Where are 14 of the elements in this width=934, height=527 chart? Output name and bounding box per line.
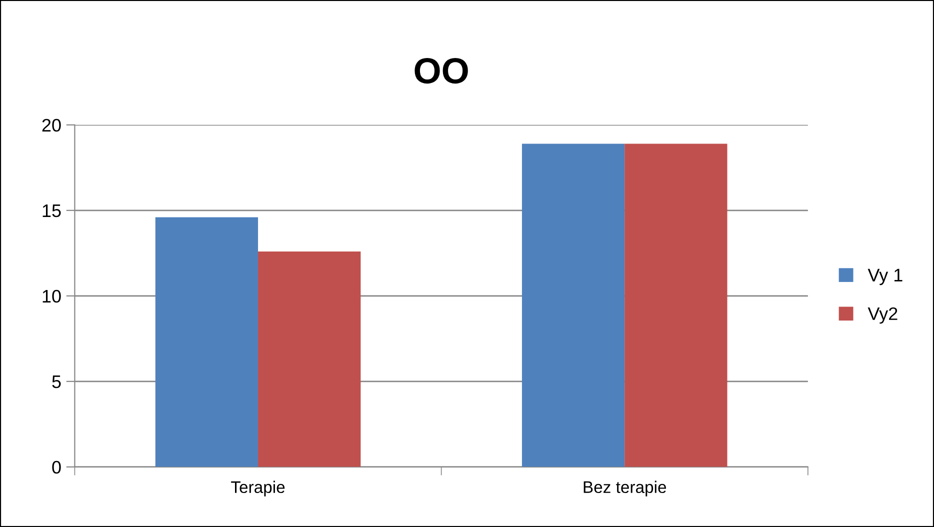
- bar: [258, 251, 361, 467]
- y-tick-label: 5: [52, 376, 61, 388]
- x-tick-label: Terapie: [231, 480, 285, 496]
- y-tick-label: 15: [42, 204, 61, 218]
- y-tick-label: 0: [52, 460, 61, 474]
- legend-label: Vy2: [868, 307, 898, 324]
- bar: [155, 217, 258, 467]
- legend-label: Vy 1: [868, 268, 902, 286]
- bar: [624, 144, 728, 467]
- y-tick-label: 20: [42, 118, 61, 132]
- bar: [522, 144, 625, 467]
- chart-title: OO: [414, 58, 468, 84]
- y-tick-label: 10: [42, 290, 61, 303]
- x-tick-label: Bez terapie: [584, 480, 666, 496]
